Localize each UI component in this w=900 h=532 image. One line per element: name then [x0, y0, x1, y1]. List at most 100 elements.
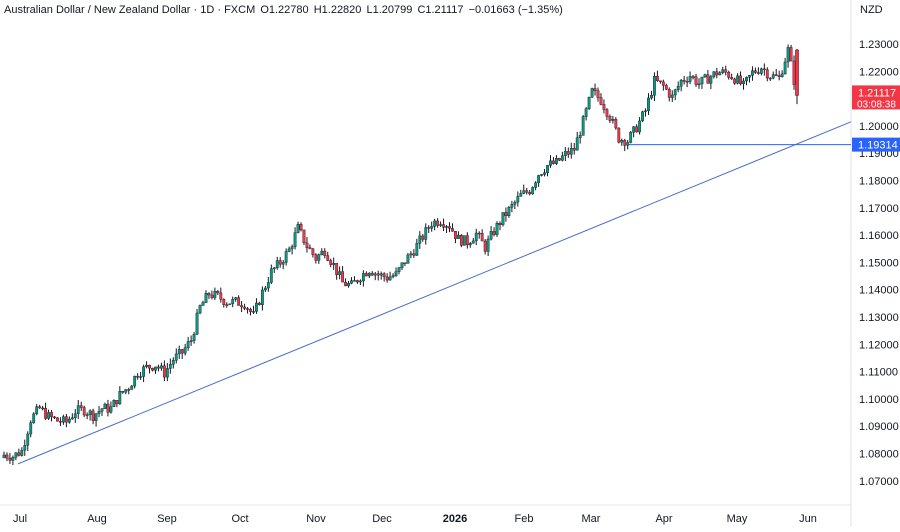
candle-body: [225, 304, 229, 306]
trendline: [17, 121, 852, 465]
candle-body: [151, 367, 154, 371]
candle-body: [483, 240, 487, 252]
candle-body: [347, 283, 350, 287]
y-tick-label: 1.14000: [859, 285, 899, 297]
candle-body: [29, 422, 33, 435]
candle-body: [305, 242, 309, 248]
candle-body: [79, 405, 83, 408]
candle-body: [433, 220, 437, 227]
candle-body: [246, 308, 249, 310]
candle-body: [727, 71, 731, 78]
candle-body: [118, 390, 122, 405]
candle-body: [38, 406, 42, 409]
candle-body: [183, 347, 187, 354]
candle-body: [240, 305, 244, 308]
candle-body: [367, 272, 371, 277]
candle-body: [50, 412, 53, 418]
candle-body: [299, 224, 303, 231]
candle-body: [581, 116, 585, 136]
candle-body: [186, 341, 190, 348]
candle-body: [231, 299, 235, 305]
y-tick-label: 1.23000: [859, 39, 899, 51]
candle-body: [272, 267, 276, 270]
candle-body: [424, 227, 428, 240]
candle-body: [501, 212, 505, 225]
candle-body: [243, 306, 246, 309]
candle-body: [691, 76, 695, 78]
candle-body: [555, 158, 558, 164]
last-candle-body: [795, 49, 799, 96]
candle-body: [5, 454, 9, 459]
candle-body: [468, 243, 472, 246]
candle-body: [614, 119, 618, 129]
candle-body: [415, 243, 419, 256]
candle-body: [249, 308, 252, 312]
candle-body: [498, 223, 502, 225]
x-tick-label: Dec: [372, 513, 392, 525]
level-price-value: 1.19314: [858, 140, 898, 152]
candle-body: [611, 119, 615, 121]
candle-body: [154, 366, 157, 371]
candle-body: [109, 406, 113, 413]
x-tick-label: Sep: [157, 513, 177, 525]
candle-body: [160, 365, 163, 369]
candle-body: [676, 86, 680, 90]
candle-body: [572, 147, 576, 151]
candle-body: [745, 77, 748, 82]
x-tick-label: Nov: [306, 513, 326, 525]
candle-body: [219, 292, 223, 300]
candle-body: [736, 75, 739, 84]
level-price-tag: [852, 137, 900, 152]
candle-body: [400, 262, 404, 268]
candle-body: [252, 311, 255, 313]
candle-body: [626, 142, 630, 146]
candle-body: [364, 273, 368, 277]
symbol-name[interactable]: Australian Dollar / New Zealand Dollar ·…: [4, 4, 256, 16]
candle-body: [504, 212, 508, 216]
candle-body: [228, 303, 232, 306]
candle-body: [94, 413, 98, 421]
candle-body: [525, 190, 529, 193]
candle-body: [560, 155, 564, 161]
candle-body: [462, 235, 466, 246]
candle-body: [317, 254, 321, 261]
countdown-timer: 03:08:38: [857, 99, 896, 110]
candle-body: [623, 140, 627, 146]
candle-body: [124, 389, 128, 393]
candle-body: [754, 70, 757, 73]
candle-body: [275, 260, 279, 269]
candle-body: [786, 47, 790, 63]
candle-body: [82, 407, 86, 416]
candle-body: [638, 120, 641, 133]
x-tick-label: May: [727, 513, 748, 525]
candle-body: [742, 80, 745, 85]
candle-body: [142, 366, 145, 377]
candle-body: [783, 61, 787, 75]
candle-body: [486, 238, 490, 252]
currency-label[interactable]: NZD: [860, 4, 883, 16]
y-tick-label: 1.17000: [859, 203, 899, 215]
candle-body: [673, 89, 677, 96]
candle-body: [73, 413, 77, 418]
candle-body: [192, 333, 196, 342]
candle-body: [370, 272, 374, 276]
candle-body: [266, 282, 270, 289]
candle-body: [495, 223, 499, 235]
candle-body: [198, 305, 202, 314]
x-tick-label: Aug: [87, 513, 107, 525]
candle-body: [234, 297, 238, 300]
candle-body: [326, 255, 330, 261]
candle-body: [320, 250, 324, 256]
candle-body: [519, 193, 523, 197]
candle-body: [332, 263, 336, 265]
candle-body: [308, 247, 312, 250]
candle-body: [287, 248, 291, 252]
candle-body: [237, 297, 241, 306]
candle-body: [474, 232, 478, 242]
x-tick-label: 2026: [443, 513, 467, 525]
candle-body: [700, 76, 704, 85]
y-tick-label: 1.11000: [859, 367, 898, 379]
candle-body: [278, 260, 282, 265]
